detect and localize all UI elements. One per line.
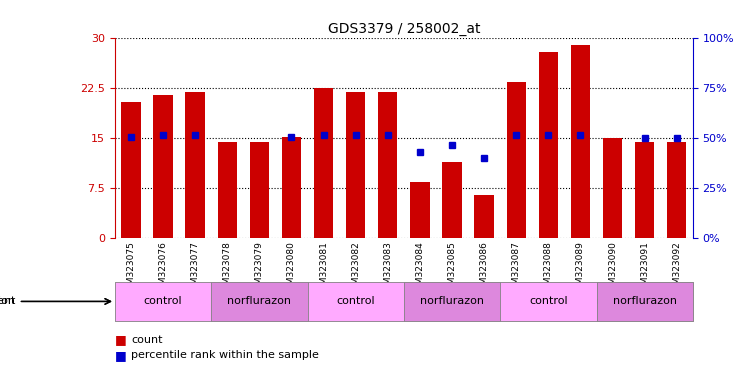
Text: gun1-9 mutant: gun1-9 mutant <box>362 296 446 306</box>
Text: control: control <box>336 296 375 306</box>
Text: count: count <box>131 335 163 345</box>
Title: GDS3379 / 258002_at: GDS3379 / 258002_at <box>328 22 480 36</box>
Text: ■: ■ <box>115 349 127 362</box>
Bar <box>346 92 365 238</box>
Bar <box>211 282 308 321</box>
Bar <box>442 162 462 238</box>
Bar <box>185 92 205 238</box>
Bar <box>308 282 404 321</box>
Bar <box>308 282 500 321</box>
Text: wild-type: wild-type <box>185 296 237 306</box>
Bar <box>378 92 397 238</box>
Bar <box>404 282 500 321</box>
Text: genotype/variation: genotype/variation <box>0 296 16 306</box>
Text: norflurazon: norflurazon <box>227 296 291 306</box>
Text: control: control <box>529 296 568 306</box>
Text: percentile rank within the sample: percentile rank within the sample <box>131 350 319 360</box>
Text: gun5 mutant: gun5 mutant <box>560 296 633 306</box>
Text: agent: agent <box>0 296 16 306</box>
Bar <box>597 282 693 321</box>
Bar <box>218 142 237 238</box>
Text: norflurazon: norflurazon <box>420 296 484 306</box>
Bar <box>115 282 308 321</box>
Bar <box>539 52 558 238</box>
Text: norflurazon: norflurazon <box>613 296 677 306</box>
Bar <box>250 142 269 238</box>
Bar <box>667 142 686 238</box>
Bar <box>603 138 622 238</box>
Bar <box>635 142 654 238</box>
Bar <box>411 182 430 238</box>
Bar <box>153 95 173 238</box>
Bar <box>474 195 494 238</box>
Bar <box>571 45 590 238</box>
Bar <box>507 82 526 238</box>
Text: control: control <box>144 296 182 306</box>
Bar <box>122 102 141 238</box>
Bar <box>500 282 597 321</box>
Bar <box>500 282 693 321</box>
Text: ■: ■ <box>115 333 127 346</box>
Bar <box>314 88 333 238</box>
Bar <box>115 282 211 321</box>
Bar <box>282 137 301 238</box>
